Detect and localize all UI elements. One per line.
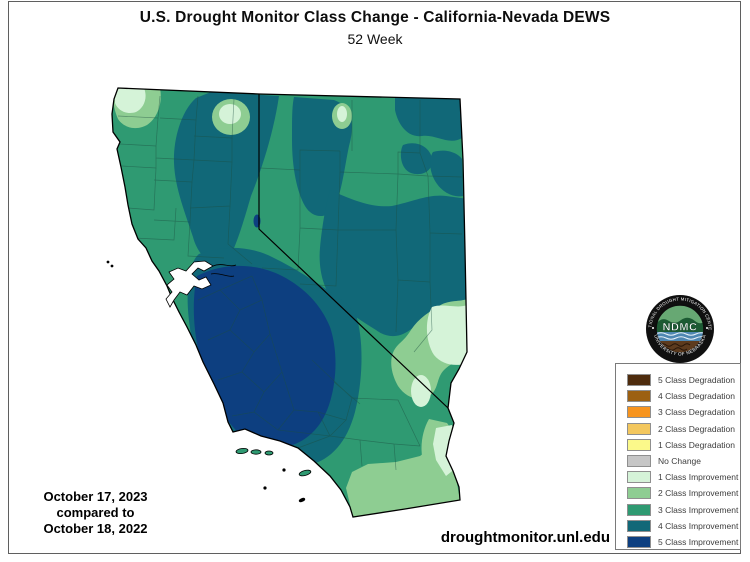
date-note: October 17, 2023 compared to October 18,…: [18, 489, 173, 537]
legend-label: 2 Class Degradation: [658, 423, 736, 434]
legend-swatch: [627, 406, 651, 419]
legend-item: 1 Class Degradation: [616, 437, 740, 453]
legend-label: 5 Class Improvement: [658, 536, 739, 547]
legend-label: 3 Class Improvement: [658, 504, 739, 515]
page-subtitle: 52 Week: [347, 31, 403, 47]
legend-swatch: [627, 390, 651, 403]
legend-swatch: [627, 471, 651, 484]
legend-label: 1 Class Degradation: [658, 439, 736, 450]
county-lines: [117, 95, 463, 471]
channel-islands: [106, 260, 312, 503]
page-title: U.S. Drought Monitor Class Change - Cali…: [139, 9, 611, 26]
ndmc-logo: NDMC NATIONAL DROUGHT MITIGATION CENTER …: [645, 294, 714, 363]
legend-swatch: [627, 438, 651, 451]
legend-swatch: [627, 422, 651, 435]
legend-swatch: [627, 487, 651, 500]
website-text: droughtmonitor.unl.edu: [440, 529, 610, 546]
logo-left-dot: [652, 327, 654, 329]
legend-label: No Change: [658, 456, 702, 467]
legend-item: 5 Class Degradation: [616, 372, 740, 388]
sf-bay: [165, 260, 237, 308]
legend-box: 5 Class Degradation 4 Class Degradation …: [615, 363, 741, 550]
legend-item: 2 Class Degradation: [616, 421, 740, 437]
legend-label: 4 Class Improvement: [658, 520, 739, 531]
date-compared-to: compared to: [56, 505, 135, 520]
date-current: October 17, 2023: [43, 489, 148, 504]
ca-nv-border: [258, 94, 449, 409]
legend-label: 1 Class Improvement: [658, 472, 739, 483]
legend-label: 3 Class Degradation: [658, 407, 736, 418]
legend-swatch: [627, 503, 651, 516]
legend-item: 3 Class Degradation: [616, 404, 740, 420]
legend-label: 4 Class Degradation: [658, 391, 736, 402]
outer-frame: [8, 1, 741, 554]
legend-label: 2 Class Improvement: [658, 488, 739, 499]
title-block: U.S. Drought Monitor Class Change - Cali…: [0, 9, 750, 47]
legend-swatch: [627, 374, 651, 387]
legend-item: 4 Class Improvement: [616, 518, 740, 534]
legend-swatch: [627, 519, 651, 532]
logo-org-text: NDMC: [663, 322, 698, 334]
legend-swatch: [627, 535, 651, 548]
date-previous: October 18, 2022: [43, 521, 148, 536]
legend-label: 5 Class Degradation: [658, 375, 736, 386]
legend-item: 1 Class Improvement: [616, 469, 740, 485]
logo-right-dot: [706, 327, 708, 329]
legend-item: No Change: [616, 453, 740, 469]
legend-item: 3 Class Improvement: [616, 502, 740, 518]
legend-item: 4 Class Degradation: [616, 388, 740, 404]
legend-swatch: [627, 455, 651, 468]
legend-item: 2 Class Improvement: [616, 485, 740, 501]
legend-item: 5 Class Improvement: [616, 534, 740, 550]
